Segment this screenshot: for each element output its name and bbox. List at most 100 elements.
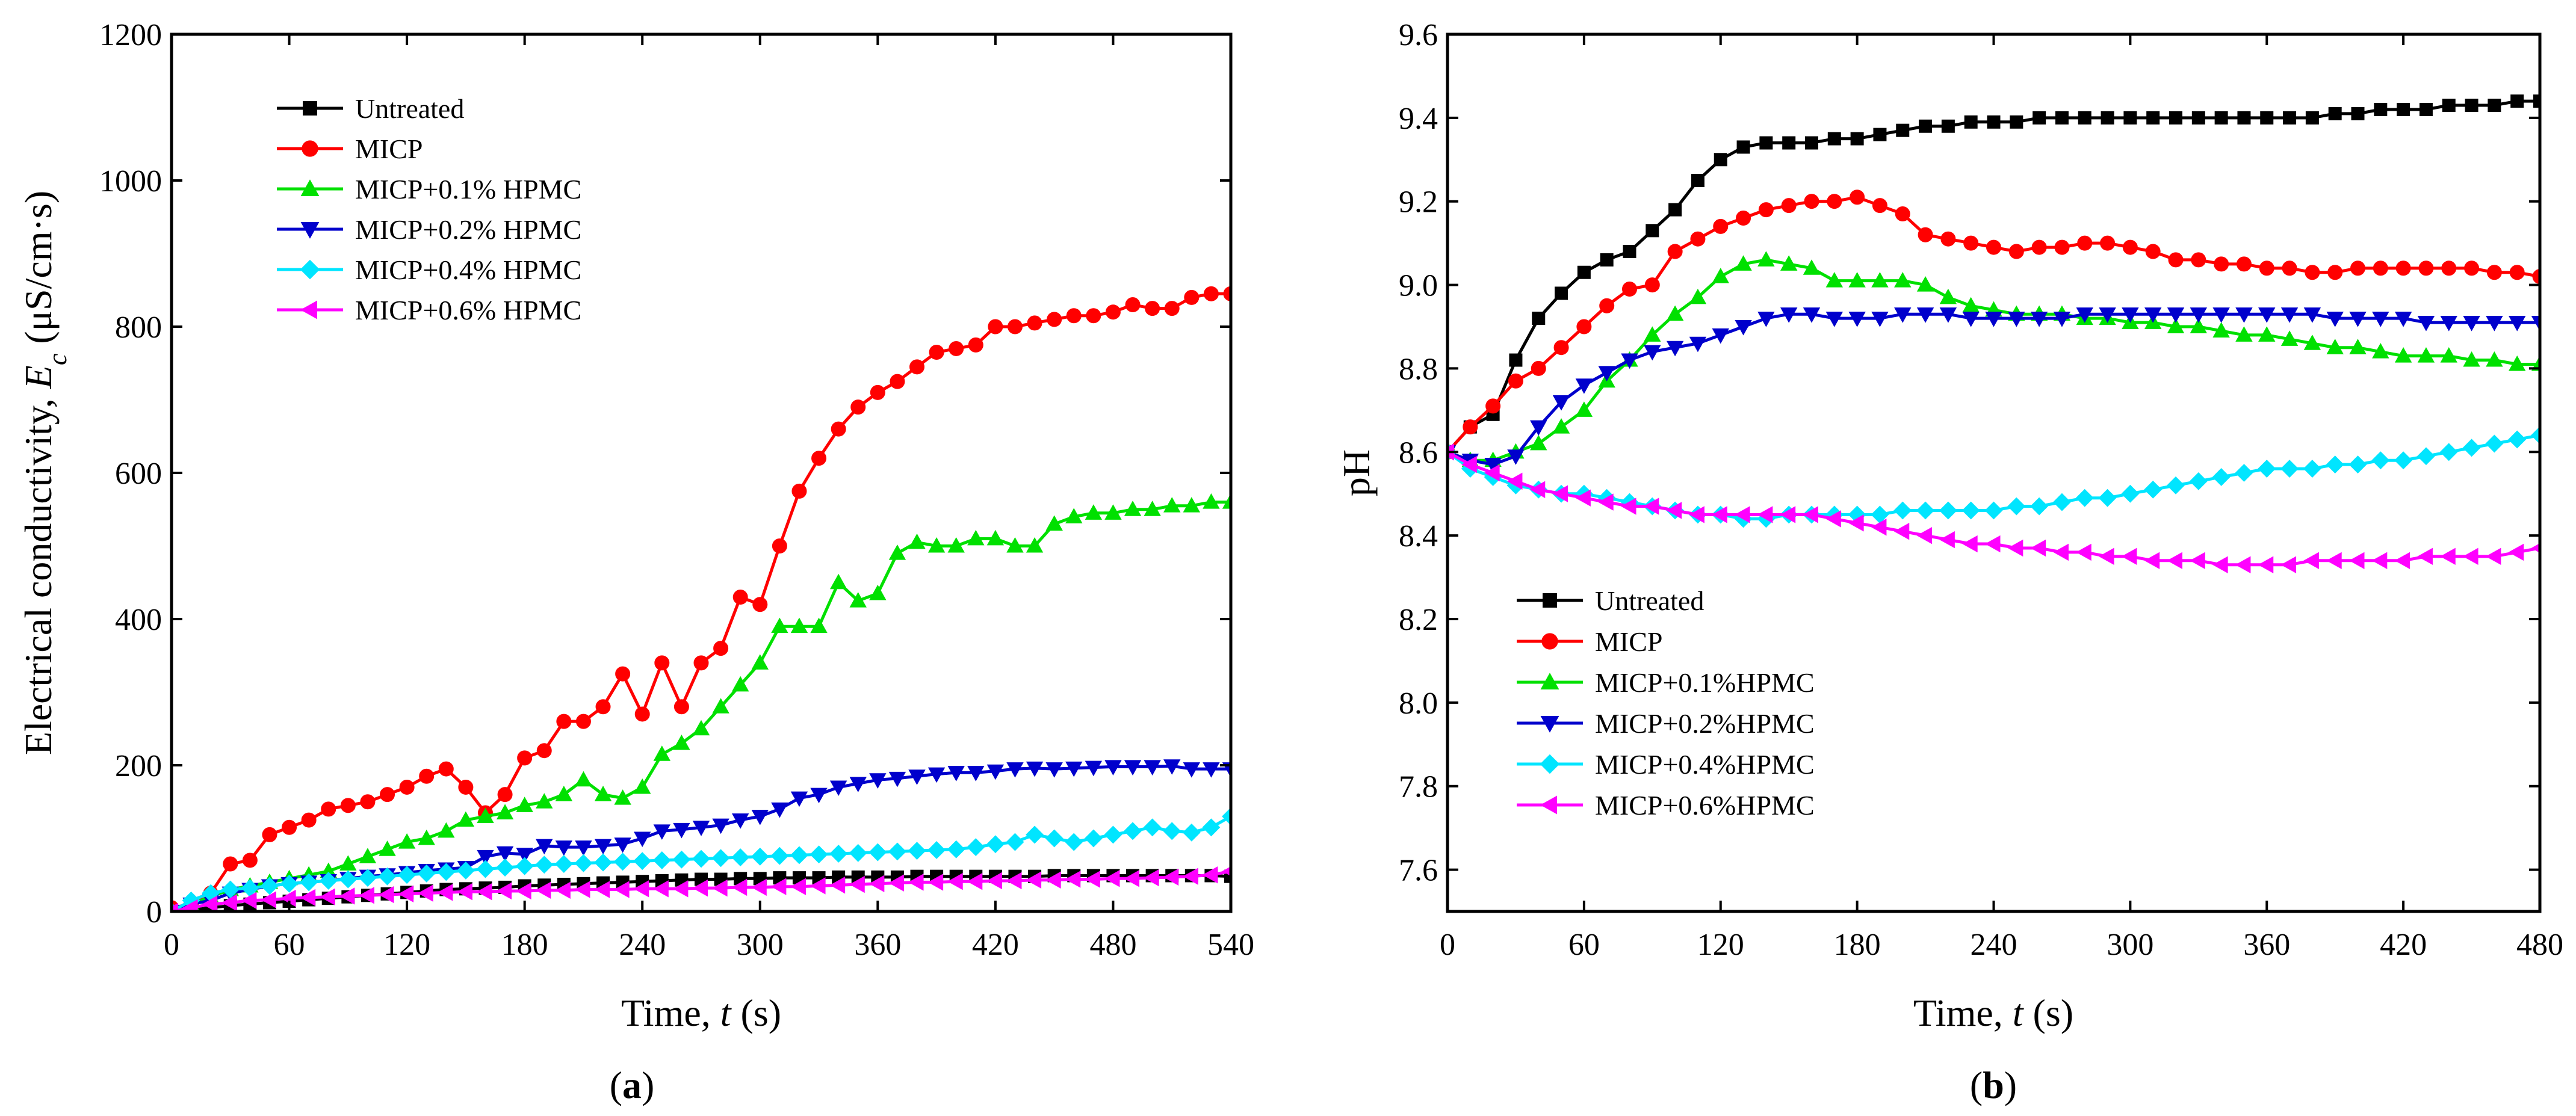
panel-b-data-point-micp-0-2-hpmc <box>2212 307 2230 323</box>
panel-a-data-point-micp-0-2-hpmc <box>1144 760 1161 775</box>
panel-b-data-point-micp-0-4-hpmc <box>2394 451 2413 470</box>
panel-b-data-point-micp-0-1-hpmc <box>2280 330 2299 346</box>
panel-b-data-point-micp-0-6-hpmc <box>2394 552 2410 569</box>
panel-a-data-point-micp-0-4-hpmc <box>849 843 867 862</box>
panel-b-data-point-untreated <box>2510 94 2524 108</box>
panel-a-data-point-micp-0-6-hpmc <box>1183 868 1198 885</box>
panel-a-data-point-micp-0-6-hpmc <box>770 878 787 895</box>
panel-a-data-point-micp <box>732 590 748 605</box>
panel-b-data-point-micp <box>1622 282 1637 297</box>
panel-b-data-point-untreated <box>1691 174 1704 187</box>
panel-a-data-point-micp-0-6-hpmc <box>202 895 218 911</box>
panel-a-y-tick-label: 800 <box>115 310 162 345</box>
panel-a-data-point-micp <box>673 699 689 715</box>
panel-b-legend-item-micp-0-1-hpmc: MICP+0.1%HPMC <box>1517 667 1815 698</box>
panel-b-data-point-micp-0-1-hpmc <box>1644 326 1661 342</box>
panel-b-data-point-micp-0-1-hpmc <box>2167 318 2185 333</box>
panel-b-data-point-untreated <box>1555 286 1568 300</box>
panel-b-data-point-untreated <box>2533 94 2540 108</box>
panel-b-legend-marker <box>1540 795 1557 815</box>
panel-b-data-point-micp-0-2-hpmc <box>1575 378 1593 394</box>
panel-a-data-point-micp-0-4-hpmc <box>1182 823 1201 842</box>
panel-a-data-point-micp-0-1-hpmc <box>810 617 828 634</box>
panel-b-y-tick-label: 9.6 <box>1399 18 1438 52</box>
panel-a-data-point-micp-0-1-hpmc <box>398 833 416 849</box>
panel-a-data-point-micp-0-1-hpmc <box>614 789 631 805</box>
panel-b-data-point-micp-0-6-hpmc <box>2053 543 2069 561</box>
panel-b-data-point-micp <box>2305 265 2320 280</box>
panel-b-data-point-micp-0-6-hpmc <box>1825 510 1841 528</box>
panel-b-data-point-micp-0-6-hpmc <box>2326 552 2342 569</box>
panel-b-data-point-untreated <box>2305 111 2319 125</box>
panel-b-data-point-micp-0-6-hpmc <box>1643 498 1659 515</box>
panel-a-data-point-micp-0-4-hpmc <box>1202 818 1221 837</box>
panel-b-y-tick-label: 8.0 <box>1399 686 1438 721</box>
panel-b-data-point-micp-0-6-hpmc <box>1893 523 1910 540</box>
panel-a-legend-label: MICP+0.1% HPMC <box>355 174 581 205</box>
panel-b-data-point-micp-0-6-hpmc <box>2440 547 2456 566</box>
panel-a-data-point-micp-0-6-hpmc <box>712 879 728 897</box>
panel-a-data-point-micp-0-4-hpmc <box>1143 818 1162 837</box>
panel-a-data-point-micp-0-6-hpmc <box>359 887 374 904</box>
panel-b-data-point-micp-0-4-hpmc <box>2030 497 2049 516</box>
panel-b-data-point-untreated <box>2146 111 2160 125</box>
panel-b-data-point-micp <box>1736 210 1751 226</box>
panel-a-data-point-micp-0-4-hpmc <box>947 840 965 859</box>
panel-a-data-point-micp <box>1066 308 1082 324</box>
panel-b-data-point-micp-0-6-hpmc <box>2508 543 2524 561</box>
panel-a-data-point-micp <box>262 827 277 842</box>
panel-b-data-point-micp-0-2-hpmc <box>1644 345 1661 361</box>
panel-b-data-point-untreated <box>1646 224 1659 238</box>
panel-a-data-point-micp-0-1-hpmc <box>673 734 690 750</box>
panel-a-data-point-micp-0-4-hpmc <box>986 835 1005 854</box>
panel-b-data-point-micp-0-4-hpmc <box>2348 455 2367 474</box>
panel-a-data-point-micp-0-6-hpmc <box>1104 870 1120 887</box>
panel-a-data-point-micp-0-6-hpmc <box>1144 869 1159 887</box>
panel-a-legend-label: MICP+0.2% HPMC <box>355 214 581 245</box>
panel-b-data-point-micp-0-6-hpmc <box>2190 552 2205 569</box>
panel-a-data-point-micp-0-4-hpmc <box>613 852 632 871</box>
panel-a-data-point-micp <box>380 787 395 803</box>
panel-b-data-point-micp-0-1-hpmc <box>2508 355 2526 371</box>
panel-a-data-point-micp <box>693 655 709 671</box>
panel-b-data-point-micp <box>1963 235 1979 251</box>
panel-a-data-point-micp <box>419 768 435 784</box>
panel-a-data-point-micp <box>968 337 983 353</box>
panel-b-data-point-micp-0-2-hpmc <box>1985 312 2002 327</box>
panel-a-data-point-micp-0-4-hpmc <box>515 857 534 875</box>
panel-b-data-point-micp <box>1667 244 1683 259</box>
panel-b-data-point-micp-0-2-hpmc <box>2190 307 2208 323</box>
panel-b-data-point-micp-0-6-hpmc <box>1461 455 1477 473</box>
panel-b-data-point-micp-0-6-hpmc <box>2121 547 2137 566</box>
panel-a-data-point-micp-0-6-hpmc <box>947 872 963 890</box>
panel-b-legend-label: MICP+0.6%HPMC <box>1595 790 1815 821</box>
panel-a-data-point-micp-0-1-hpmc <box>1203 493 1220 509</box>
panel-a-data-point-micp-0-4-hpmc <box>496 859 514 877</box>
panel-b-data-point-micp-0-1-hpmc <box>1666 305 1684 321</box>
panel-b-data-point-untreated <box>2465 99 2478 113</box>
panel-b-data-point-micp <box>1463 419 1478 435</box>
panel-a-data-point-micp <box>1007 319 1023 334</box>
panel-b-data-point-micp-0-4-hpmc <box>2121 484 2140 503</box>
panel-a-data-point-micp-0-1-hpmc <box>1104 504 1122 520</box>
panel-a-data-point-micp-0-2-hpmc <box>673 822 690 839</box>
panel-b-series-line-micp-0-1-hpmc <box>1447 258 2540 462</box>
panel-a-data-point-micp-0-2-hpmc <box>555 840 573 856</box>
panel-b-data-point-micp <box>1553 340 1569 356</box>
panel-a-data-point-micp <box>811 451 827 466</box>
panel-a-data-point-micp <box>1125 297 1141 313</box>
panel-b-data-point-micp-0-1-hpmc <box>1735 255 1752 271</box>
panel-a-data-point-micp-0-1-hpmc <box>986 529 1005 546</box>
panel-a-data-point-micp-0-2-hpmc <box>731 813 749 829</box>
panel-a-data-point-micp-0-4-hpmc <box>1026 825 1044 844</box>
panel-b-data-point-micp-0-1-hpmc <box>2212 322 2230 338</box>
panel-a-data-point-micp-0-1-hpmc <box>496 804 514 819</box>
panel-a-data-point-micp <box>223 856 238 872</box>
panel-a-data-point-micp-0-1-hpmc <box>849 592 867 608</box>
panel-b-legend-marker <box>1540 754 1560 774</box>
panel-b-data-point-micp-0-4-hpmc <box>2462 439 2481 457</box>
panel-a-data-point-micp-0-4-hpmc <box>672 850 691 869</box>
panel-b-data-point-untreated <box>2488 99 2501 113</box>
panel-b-x-axis-title: Time, t (s) <box>1913 991 2073 1034</box>
panel-b-data-point-micp-0-6-hpmc <box>1939 531 1955 549</box>
